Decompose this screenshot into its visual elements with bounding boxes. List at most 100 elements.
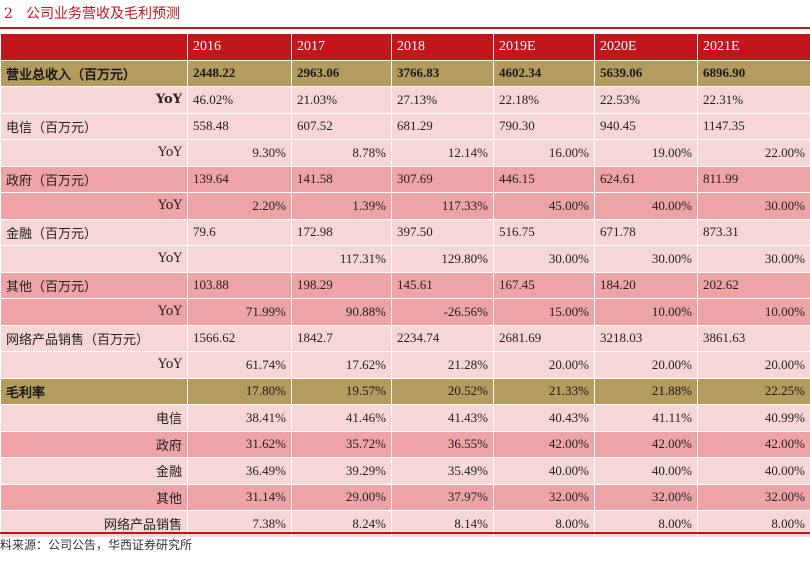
value-cell: 41.11%	[594, 404, 698, 432]
row-label: 金融	[0, 457, 188, 485]
value-cell: 9.30%	[187, 139, 292, 167]
forecast-table: 2016 2017 2018 2019E 2020E 2021E 营业总收入（百…	[0, 33, 810, 538]
value-cell: 446.15	[493, 165, 595, 193]
value-cell: 22.25%	[697, 377, 810, 405]
value-cell: 3861.63	[697, 324, 810, 352]
value-cell: 103.88	[187, 271, 292, 299]
table-row: YoY 2.20% 1.39% 117.33% 45.00% 40.00% 30.00%	[0, 192, 810, 220]
value-cell: 29.00%	[291, 483, 392, 511]
value-cell: 141.58	[291, 165, 392, 193]
value-cell: 40.99%	[697, 404, 810, 432]
value-cell: 40.00%	[594, 192, 698, 220]
value-cell: 19.00%	[594, 139, 698, 167]
value-cell: 40.00%	[493, 457, 595, 485]
table-row: 营业总收入（百万元） 2448.22 2963.06 3766.83 4602.34 56…	[0, 59, 810, 87]
table-row: YoY 46.02% 21.03% 27.13% 22.18% 22.53% 22.31%	[0, 86, 810, 114]
row-label: YoY	[0, 139, 188, 167]
value-cell: 20.00%	[697, 351, 810, 379]
table-title: 2 公司业务营收及毛利预测	[4, 3, 180, 25]
value-cell: 21.28%	[391, 351, 494, 379]
value-cell: 681.29	[391, 112, 494, 140]
value-cell: 46.02%	[187, 86, 292, 114]
value-cell: 40.43%	[493, 404, 595, 432]
value-cell: 21.33%	[493, 377, 595, 405]
row-label: YoY	[0, 351, 188, 379]
table-row: 政府（百万元） 139.64 141.58 307.69 446.15 624.61 811…	[0, 165, 810, 193]
value-cell: 790.30	[493, 112, 595, 140]
row-label: 网络产品销售（百万元）	[0, 324, 188, 352]
value-cell: 21.88%	[594, 377, 698, 405]
value-cell: 31.62%	[187, 430, 292, 458]
value-cell: 624.61	[594, 165, 698, 193]
value-cell: 40.00%	[594, 457, 698, 485]
header-cell: 2017	[291, 33, 392, 61]
value-cell: 40.00%	[697, 457, 810, 485]
value-cell: 32.00%	[493, 483, 595, 511]
value-cell: 27.13%	[391, 86, 494, 114]
value-cell: 22.00%	[697, 139, 810, 167]
value-cell: 90.88%	[291, 298, 392, 326]
header-row: 2016 2017 2018 2019E 2020E 2021E	[0, 33, 810, 61]
value-cell: 145.61	[391, 271, 494, 299]
row-label: 政府	[0, 430, 188, 458]
value-cell: 10.00%	[594, 298, 698, 326]
header-cell: 2016	[187, 33, 292, 61]
table-row: 毛利率 17.80% 19.57% 20.52% 21.33% 21.88% 22.25%	[0, 377, 810, 405]
row-label: 电信（百万元）	[0, 112, 188, 140]
table-row: YoY 9.30% 8.78% 12.14% 16.00% 19.00% 22.00%	[0, 139, 810, 167]
value-cell: 22.18%	[493, 86, 595, 114]
table-row: YoY 71.99% 90.88% -26.56% 15.00% 10.00% 10.00%	[0, 298, 810, 326]
value-cell: 42.00%	[493, 430, 595, 458]
table-row: 其他 31.14% 29.00% 37.97% 32.00% 32.00% 32.00%	[0, 483, 810, 511]
header-cell: 2019E	[493, 33, 595, 61]
value-cell: 17.62%	[291, 351, 392, 379]
value-cell: 139.64	[187, 165, 292, 193]
value-cell: 36.49%	[187, 457, 292, 485]
value-cell: 71.99%	[187, 298, 292, 326]
value-cell: 671.78	[594, 218, 698, 246]
row-label: 政府（百万元）	[0, 165, 188, 193]
value-cell: 39.29%	[291, 457, 392, 485]
value-cell	[187, 245, 292, 273]
value-cell: 184.20	[594, 271, 698, 299]
value-cell: 22.53%	[594, 86, 698, 114]
value-cell: 12.14%	[391, 139, 494, 167]
value-cell: 32.00%	[594, 483, 698, 511]
row-label: YoY	[0, 86, 188, 114]
table-number: 2	[4, 6, 13, 22]
value-cell: 22.31%	[697, 86, 810, 114]
value-cell: 2448.22	[187, 59, 292, 87]
value-cell: 30.00%	[697, 245, 810, 273]
value-cell: 19.57%	[291, 377, 392, 405]
value-cell: 16.00%	[493, 139, 595, 167]
value-cell: 37.97%	[391, 483, 494, 511]
row-label: 其他（百万元）	[0, 271, 188, 299]
table-row: YoY 61.74% 17.62% 21.28% 20.00% 20.00% 20.00%	[0, 351, 810, 379]
table-row: 电信 38.41% 41.46% 41.43% 40.43% 41.11% 40.99%	[0, 404, 810, 432]
table-title-text: 公司业务营收及毛利预测	[26, 6, 180, 22]
value-cell: 61.74%	[187, 351, 292, 379]
value-cell: 873.31	[697, 218, 810, 246]
row-label: 其他	[0, 483, 188, 511]
value-cell: 3218.03	[594, 324, 698, 352]
value-cell: 5639.06	[594, 59, 698, 87]
row-label: 金融（百万元）	[0, 218, 188, 246]
value-cell: 45.00%	[493, 192, 595, 220]
value-cell: 129.80%	[391, 245, 494, 273]
value-cell: 38.41%	[187, 404, 292, 432]
value-cell: 1147.35	[697, 112, 810, 140]
value-cell: 30.00%	[493, 245, 595, 273]
value-cell: 607.52	[291, 112, 392, 140]
value-cell: 307.69	[391, 165, 494, 193]
table-row: 电信（百万元） 558.48 607.52 681.29 790.30 940.45 114…	[0, 112, 810, 140]
bottom-divider	[0, 532, 810, 534]
row-label: 电信	[0, 404, 188, 432]
value-cell: 811.99	[697, 165, 810, 193]
title-divider	[0, 27, 810, 29]
row-label: 营业总收入（百万元）	[0, 59, 188, 87]
value-cell: 21.03%	[291, 86, 392, 114]
value-cell: 20.52%	[391, 377, 494, 405]
value-cell: 10.00%	[697, 298, 810, 326]
value-cell: 2234.74	[391, 324, 494, 352]
value-cell: 42.00%	[594, 430, 698, 458]
